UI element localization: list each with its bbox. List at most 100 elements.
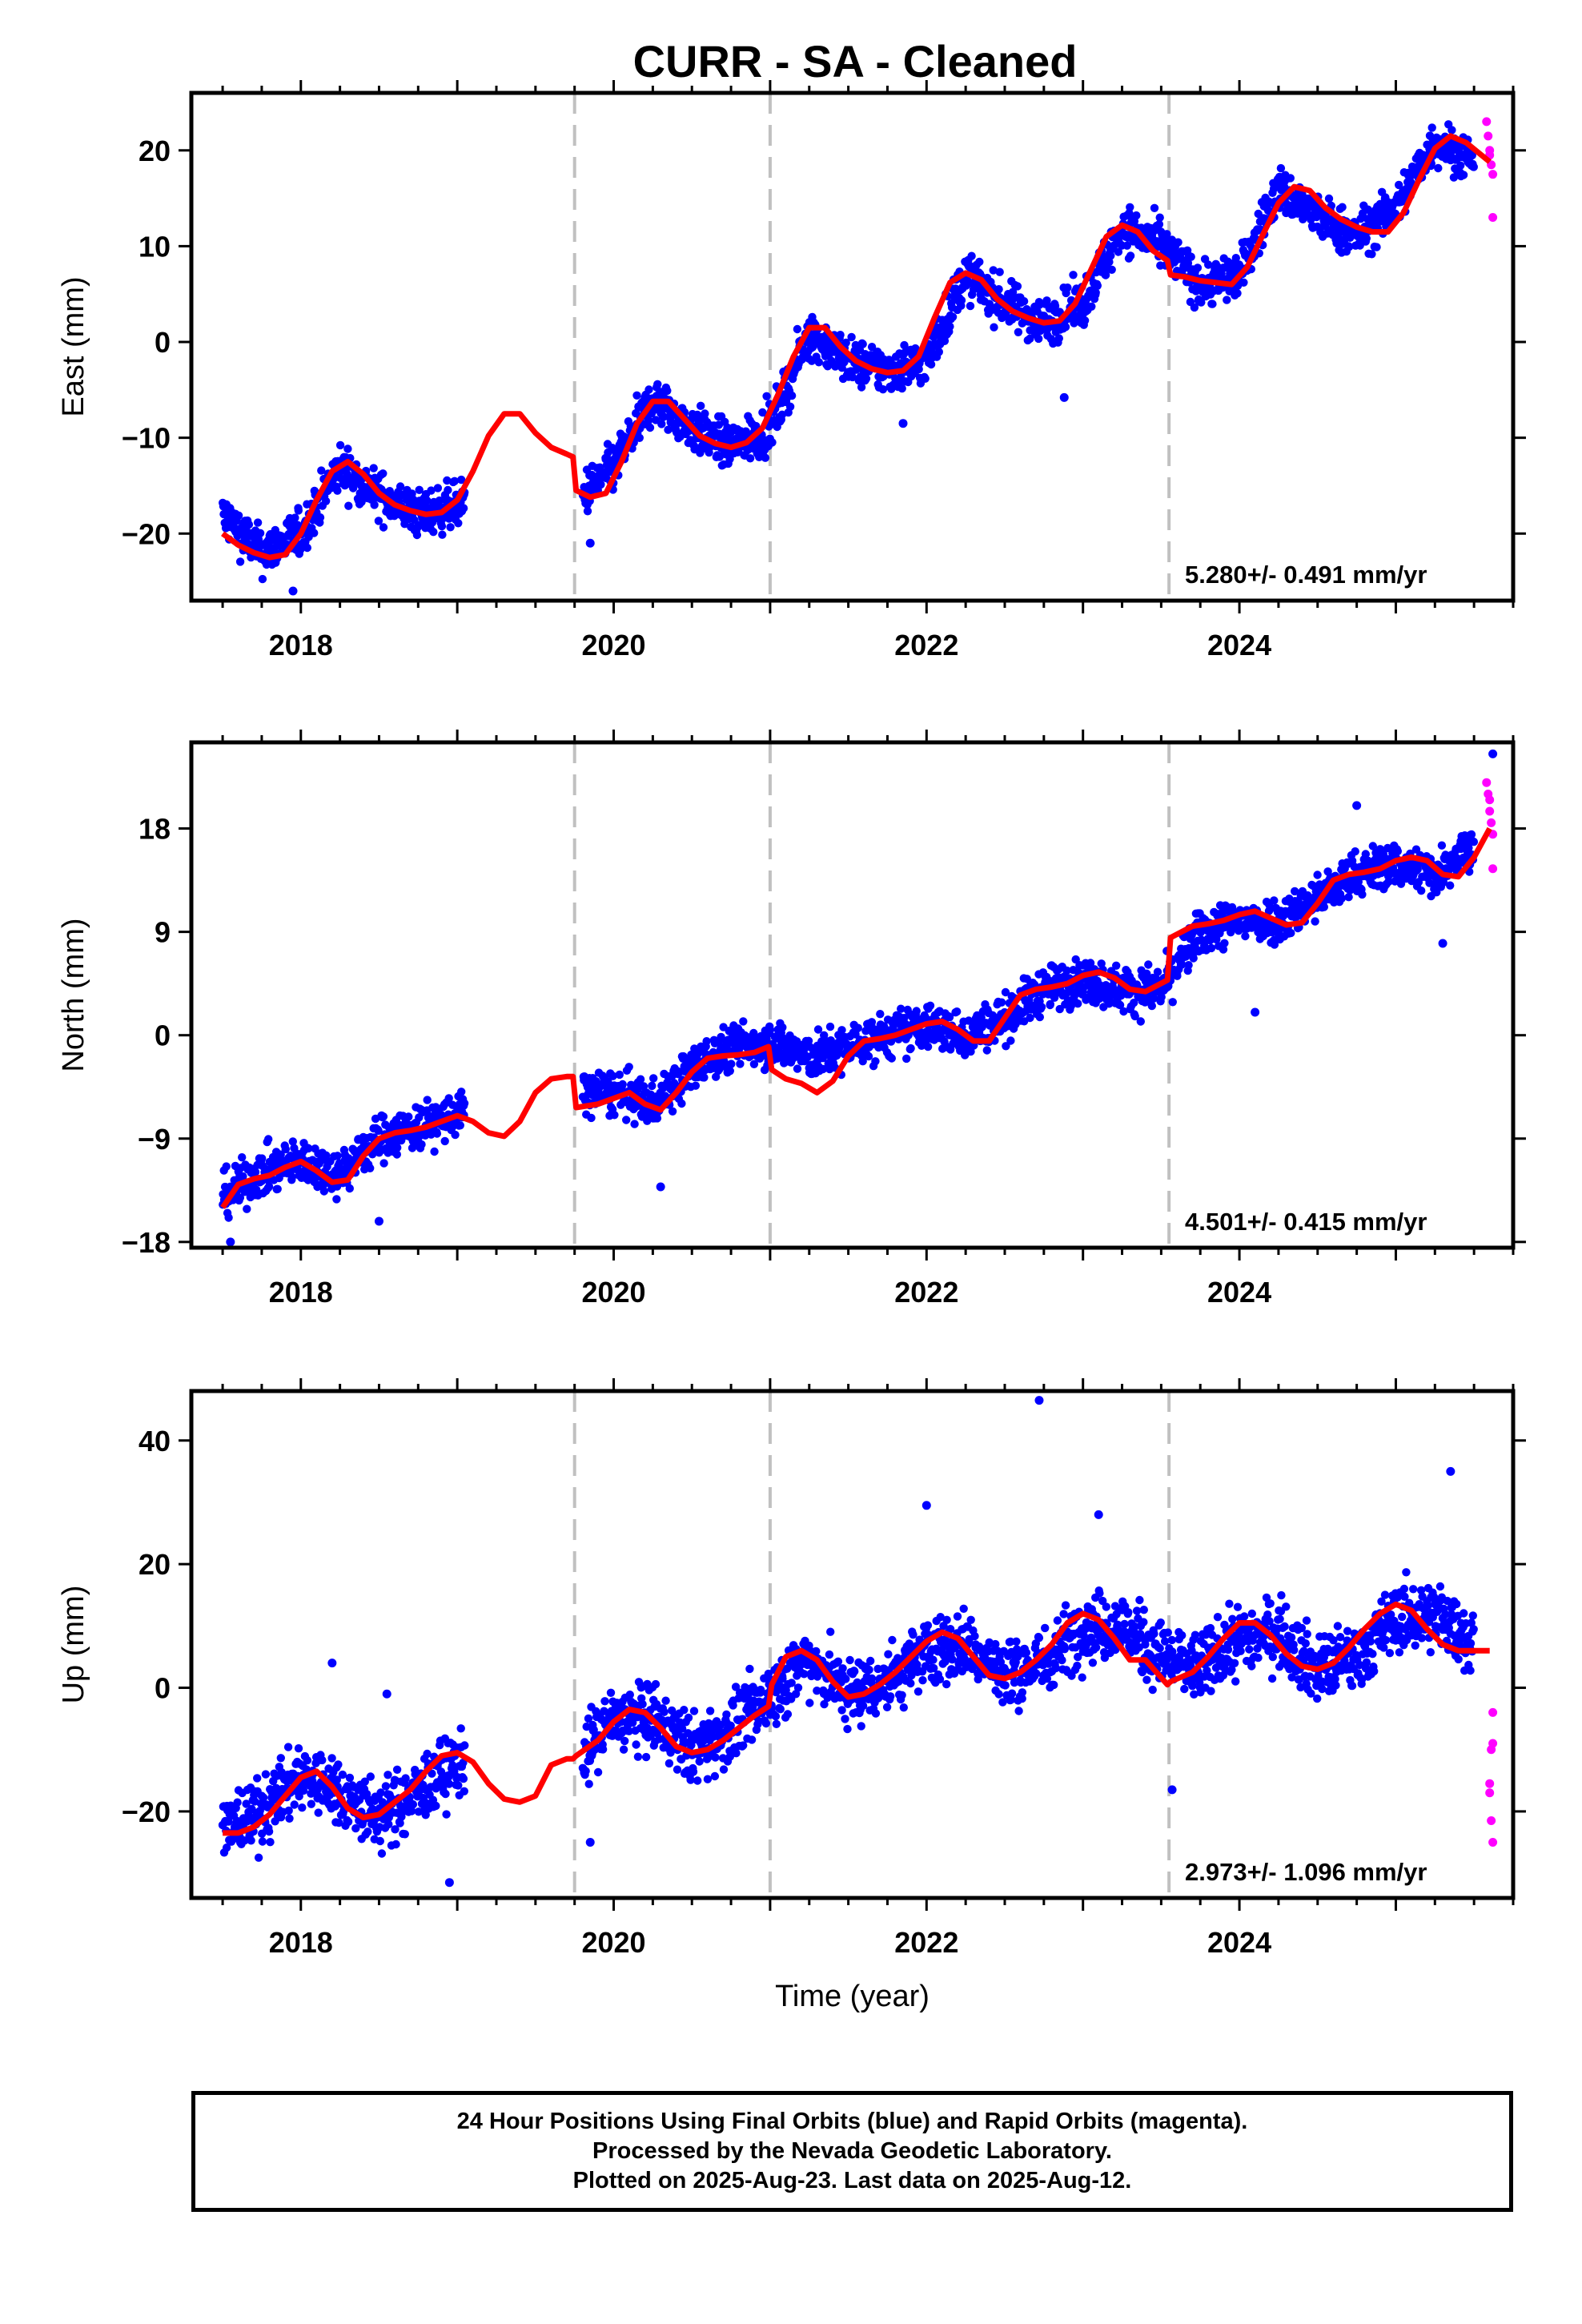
y-tick-label: 0 [155, 326, 171, 359]
final-orbit-point [427, 486, 436, 495]
final-orbit-point [1155, 213, 1164, 222]
final-orbit-point [351, 1823, 360, 1833]
final-orbit-point [384, 1819, 393, 1829]
final-orbit-point [847, 332, 856, 342]
final-orbit-point [1037, 1003, 1046, 1011]
final-orbit-point [238, 1153, 247, 1162]
final-orbit-point [1220, 939, 1229, 948]
final-orbit-point [429, 528, 438, 537]
final-orbit-point [459, 504, 468, 513]
final-orbit-point [793, 324, 802, 334]
final-orbit-point [440, 1136, 449, 1146]
final-orbit-point [878, 385, 888, 394]
final-orbit-point [1107, 265, 1116, 274]
final-orbit-point [1186, 252, 1195, 261]
final-orbit-point [294, 506, 303, 515]
final-orbit-point [408, 1800, 418, 1809]
final-orbit-outlier [1438, 939, 1447, 948]
final-orbit-point [765, 1025, 775, 1035]
final-orbit-point [254, 1853, 263, 1862]
final-orbit-point [335, 440, 345, 450]
final-orbit-point [1286, 174, 1295, 183]
final-orbit-point [374, 1126, 383, 1136]
final-orbit-point [677, 1099, 686, 1108]
final-orbit-point [995, 267, 1004, 276]
plot-frame-north [189, 740, 1516, 1250]
final-orbit-point [638, 1699, 647, 1709]
final-orbit-point [255, 529, 265, 537]
final-orbit-point [1189, 954, 1198, 963]
final-orbit-point [1002, 1042, 1010, 1051]
final-orbit-point [1046, 999, 1055, 1009]
final-orbit-point [697, 401, 705, 410]
final-orbit-point [442, 1810, 451, 1819]
final-orbit-point [825, 1022, 835, 1031]
final-orbit-point [303, 1756, 312, 1765]
final-orbit-point [259, 1793, 268, 1802]
final-orbit-point [967, 251, 976, 260]
final-orbit-point [948, 312, 958, 321]
final-orbit-point [608, 1072, 617, 1080]
final-orbit-point [837, 1026, 846, 1035]
final-orbit-point [664, 425, 673, 434]
final-orbit-point [443, 476, 452, 485]
final-orbit-point [379, 523, 388, 532]
rapid-orbit-point [1487, 818, 1496, 827]
final-orbit-point [456, 1121, 464, 1130]
final-orbit-point [639, 1082, 648, 1091]
final-orbit-point [953, 1007, 962, 1016]
final-orbit-point [1197, 298, 1206, 307]
final-orbit-point [366, 1164, 375, 1173]
y-tick-label: −10 [122, 422, 171, 455]
final-orbit-point [460, 1741, 469, 1750]
final-orbit-point [1393, 846, 1403, 856]
x-tick-label: 2022 [894, 1276, 958, 1309]
final-orbit-point [1130, 999, 1138, 1007]
final-orbit-point [224, 1213, 233, 1222]
final-orbit-points-north [219, 749, 1498, 1247]
final-orbit-point [619, 1745, 628, 1754]
final-orbit-point [459, 1759, 468, 1767]
x-tick-label: 2018 [269, 1276, 333, 1309]
final-orbit-point [1063, 283, 1072, 292]
rapid-orbit-point [1485, 795, 1495, 805]
final-orbit-point [318, 1755, 327, 1765]
final-orbit-point [335, 1818, 343, 1827]
final-orbit-point [1126, 251, 1135, 260]
final-orbit-point [1157, 992, 1166, 1002]
rapid-orbit-point [1484, 131, 1493, 141]
final-orbit-point [1417, 887, 1426, 895]
final-orbit-point [1361, 850, 1371, 858]
final-orbit-point [982, 1046, 992, 1055]
final-orbit-point [867, 1018, 877, 1027]
final-orbit-point [1144, 960, 1153, 969]
final-orbit-point [777, 410, 787, 419]
final-orbit-point [1013, 282, 1022, 291]
final-orbit-point [651, 1679, 661, 1689]
final-orbit-point [1437, 841, 1447, 850]
final-orbit-point [673, 1765, 682, 1774]
rapid-orbit-point [1488, 170, 1498, 179]
final-orbit-point [412, 530, 422, 540]
final-orbit-point [430, 1147, 439, 1156]
final-orbit-point [1344, 893, 1353, 902]
final-orbit-point [636, 1075, 645, 1084]
final-orbit-point [436, 1767, 446, 1776]
final-orbit-point [887, 1054, 897, 1063]
final-orbit-point [370, 501, 379, 509]
final-orbit-outlier [1488, 749, 1498, 758]
final-orbit-point [1014, 328, 1023, 336]
final-orbit-point [945, 1013, 954, 1022]
final-orbit-point [600, 1707, 608, 1715]
final-orbit-point [333, 486, 342, 495]
final-orbit-point [437, 521, 447, 531]
final-orbit-point [768, 438, 777, 447]
final-orbit-point [1291, 887, 1299, 896]
final-orbit-outlier [1251, 1007, 1260, 1017]
model-line-east [221, 133, 1492, 561]
final-orbit-point [1358, 890, 1367, 899]
final-orbit-point [861, 374, 871, 383]
page-title: CURR - SA - Cleaned [632, 36, 1078, 86]
